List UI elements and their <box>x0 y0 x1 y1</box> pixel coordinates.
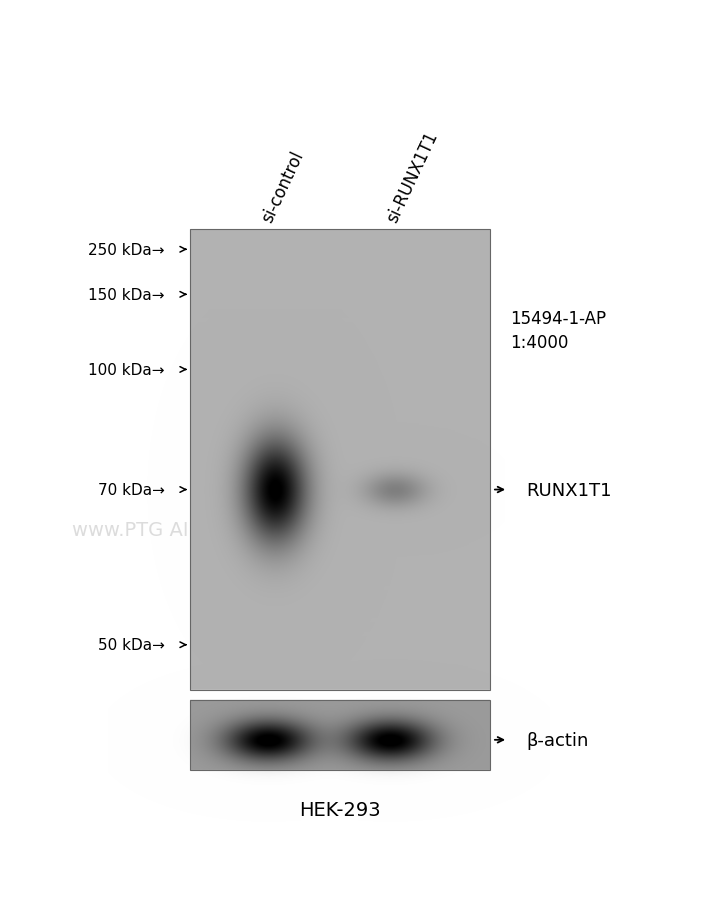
Text: si-control: si-control <box>258 148 307 225</box>
Text: β-actin: β-actin <box>526 731 588 749</box>
Text: 250 kDa→: 250 kDa→ <box>89 243 165 257</box>
Text: www.PTG AI: www.PTG AI <box>72 520 188 539</box>
Text: si-RUNX1T1: si-RUNX1T1 <box>384 128 441 225</box>
Text: HEK-293: HEK-293 <box>300 800 381 820</box>
Bar <box>190 700 490 770</box>
Text: 150 kDa→: 150 kDa→ <box>89 288 165 302</box>
Text: 15494-1-AP
1:4000: 15494-1-AP 1:4000 <box>510 310 606 352</box>
Bar <box>190 230 490 690</box>
Text: 70 kDa→: 70 kDa→ <box>98 483 165 498</box>
Text: RUNX1T1: RUNX1T1 <box>526 481 611 499</box>
Text: 50 kDa→: 50 kDa→ <box>98 638 165 652</box>
Text: 100 kDa→: 100 kDa→ <box>89 363 165 378</box>
